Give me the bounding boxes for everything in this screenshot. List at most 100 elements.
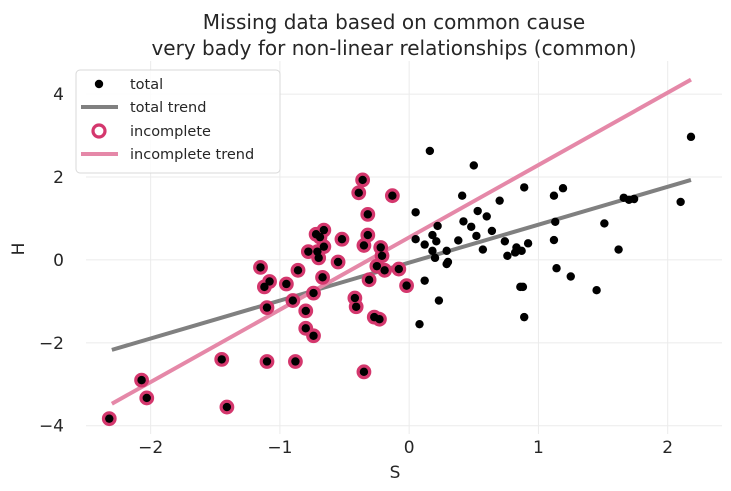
total-point xyxy=(430,253,440,263)
incomplete-point xyxy=(319,225,329,235)
incomplete-point xyxy=(375,314,384,324)
y-tick-label: 0 xyxy=(53,251,64,271)
total-point xyxy=(686,132,696,142)
incomplete-ring xyxy=(360,227,376,243)
incomplete-point xyxy=(363,230,373,240)
incomplete-ring xyxy=(134,372,149,388)
legend: total total trend incomplete incomplete … xyxy=(75,69,281,174)
chart-title-line-1: Missing data based on common cause xyxy=(203,10,585,34)
incomplete-ring xyxy=(259,300,275,315)
total-point xyxy=(434,296,444,305)
total-point xyxy=(459,217,468,226)
x-tick-label: 2 xyxy=(662,438,673,458)
legend-incomplete-trend-label: incomplete trend xyxy=(130,147,254,163)
incomplete-point xyxy=(358,175,367,185)
total-point xyxy=(428,246,437,256)
incomplete-point xyxy=(394,264,404,274)
incomplete-point xyxy=(262,303,272,312)
incomplete-ring xyxy=(316,239,332,255)
incomplete-ring xyxy=(355,172,371,188)
incomplete-point xyxy=(359,241,369,250)
incomplete-point xyxy=(256,263,265,272)
total-point xyxy=(469,161,479,170)
incomplete-point xyxy=(337,235,347,244)
incomplete-point xyxy=(333,257,343,267)
incomplete-point xyxy=(217,355,226,364)
incomplete-ring xyxy=(253,259,268,275)
incomplete-ring xyxy=(315,269,330,285)
legend-total-marker xyxy=(94,79,104,89)
total-point xyxy=(487,226,497,236)
incomplete-ring xyxy=(351,185,367,201)
total-point xyxy=(454,236,463,245)
total-point xyxy=(420,240,429,249)
total-point xyxy=(517,246,526,256)
incomplete-point xyxy=(314,253,323,263)
total-point xyxy=(482,212,491,221)
x-tick-label: 0 xyxy=(404,438,415,458)
total-point xyxy=(411,235,420,244)
incomplete-ring xyxy=(377,262,393,278)
total-point xyxy=(415,319,424,329)
y-tick-label: 2 xyxy=(53,168,64,188)
total-point xyxy=(549,235,559,245)
total-point xyxy=(472,231,481,241)
incomplete-point xyxy=(137,375,146,385)
incomplete-ring xyxy=(356,364,372,380)
total-point xyxy=(551,217,560,227)
total-point xyxy=(411,208,420,217)
incomplete-ring xyxy=(285,293,301,308)
total-point xyxy=(500,237,510,246)
incomplete-point xyxy=(301,306,310,316)
total-point xyxy=(558,184,568,193)
incomplete-point xyxy=(402,281,411,290)
x-tick-label: −2 xyxy=(138,438,163,458)
total-point xyxy=(467,222,476,231)
incomplete-ring xyxy=(298,320,314,336)
incomplete-point xyxy=(319,242,329,251)
incomplete-ring xyxy=(290,262,306,278)
legend-total-label: total xyxy=(130,77,163,93)
incomplete-point xyxy=(376,243,385,252)
incomplete-point xyxy=(282,279,291,289)
total-point xyxy=(428,230,437,240)
total-point xyxy=(495,196,504,205)
y-axis-label: H xyxy=(9,243,29,256)
incomplete-point xyxy=(265,277,274,286)
total-point xyxy=(629,194,639,204)
total-point xyxy=(433,221,442,231)
x-axis-label: S xyxy=(390,463,401,483)
incomplete-ring xyxy=(330,254,346,270)
total-point xyxy=(442,246,451,256)
x-tick-label: 1 xyxy=(533,438,544,458)
total-point xyxy=(520,183,529,192)
total-point xyxy=(425,146,435,156)
total-point xyxy=(443,257,453,267)
legend-frame xyxy=(75,69,281,174)
y-tick-label: −4 xyxy=(39,417,64,437)
incomplete-point xyxy=(304,247,313,256)
incomplete-point xyxy=(309,331,318,340)
incomplete-point xyxy=(364,275,374,285)
incomplete-ring xyxy=(139,390,155,406)
incomplete-point xyxy=(105,414,114,423)
incomplete-point xyxy=(293,266,303,275)
total-point xyxy=(473,206,482,216)
y-tick-label: −2 xyxy=(39,334,64,354)
incomplete-ring xyxy=(334,231,350,247)
incomplete-ring xyxy=(214,351,230,367)
incomplete-point xyxy=(318,273,327,282)
incomplete-point xyxy=(288,296,298,305)
incomplete-ring xyxy=(361,272,377,288)
total-point xyxy=(614,245,623,254)
incomplete-point xyxy=(351,302,361,311)
incomplete-point xyxy=(350,293,360,303)
total-point xyxy=(520,312,529,322)
legend-total-trend-label: total trend xyxy=(130,100,206,116)
total-point xyxy=(457,191,467,200)
incomplete-ring xyxy=(391,261,407,277)
total-point xyxy=(523,239,533,248)
incomplete-ring xyxy=(259,354,275,369)
incomplete-ring xyxy=(306,285,321,301)
incomplete-point xyxy=(354,188,363,197)
